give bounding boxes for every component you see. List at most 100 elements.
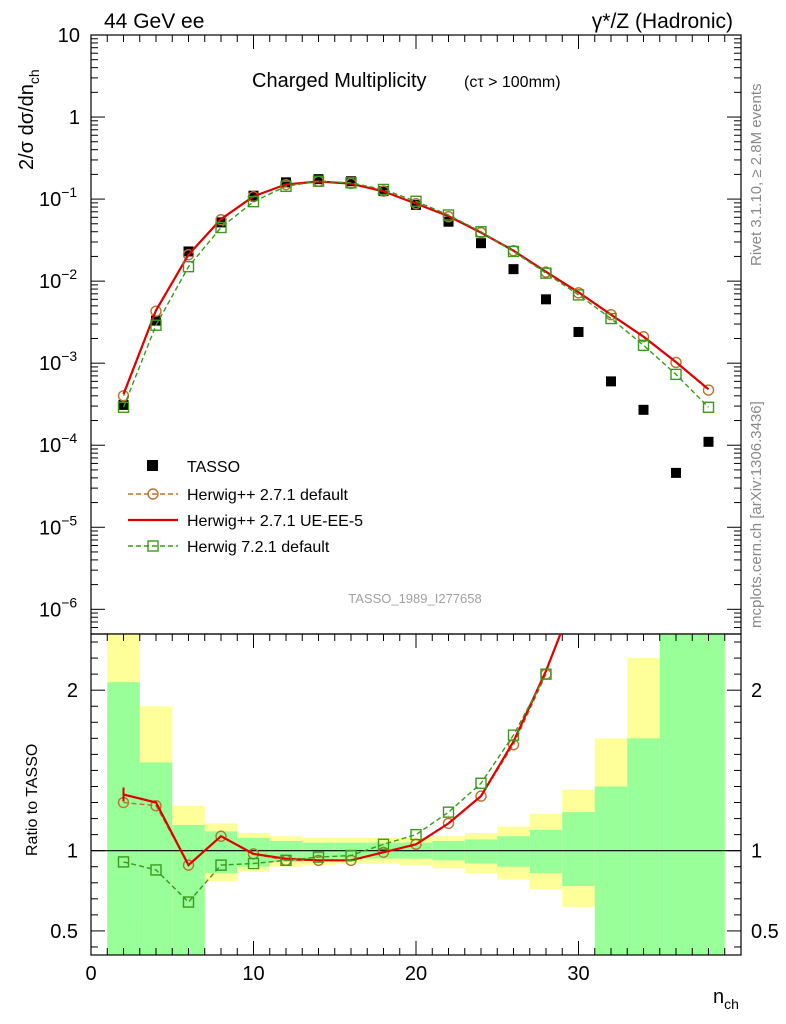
herwig7-default-point bbox=[442, 209, 455, 221]
band-green bbox=[139, 762, 173, 955]
band-green bbox=[562, 812, 595, 886]
herwig7-default-point bbox=[572, 289, 585, 301]
herwigpp-ueee5-line bbox=[122, 180, 710, 395]
legend-label: Herwig++ 2.7.1 UE-EE-5 bbox=[187, 513, 363, 530]
y-axis-label-main: 2/σ dσ/dn bbox=[16, 84, 38, 170]
ratio-herwig7-default-point bbox=[117, 856, 130, 868]
ratio-herwig7-default-point bbox=[507, 729, 520, 741]
ratio-herwig7-default-point bbox=[540, 668, 552, 680]
x-axis-label-sub: ch bbox=[724, 996, 739, 1012]
ratio-y-tick-label-left: 1 bbox=[67, 841, 78, 863]
y-tick-label: 10−4 bbox=[39, 430, 77, 457]
y-tick-base: 10 bbox=[39, 271, 61, 293]
band-green bbox=[594, 786, 628, 955]
legend-entry: TASSO bbox=[147, 459, 240, 476]
y-tick-base: 10 bbox=[39, 517, 61, 539]
y-tick-exp: −6 bbox=[61, 594, 77, 610]
herwigpp-default-point bbox=[215, 214, 227, 226]
ratio-herwigpp-default-point bbox=[182, 859, 195, 871]
y-axis-label: 2/σ dσ/dnch bbox=[16, 69, 42, 170]
y-tick-exp: −2 bbox=[61, 266, 77, 282]
ratio-herwig7-default-point bbox=[312, 851, 325, 863]
herwig7-default-point bbox=[117, 401, 130, 413]
band-green bbox=[107, 682, 140, 955]
rivet-note: Rivet 3.1.10, ≥ 2.8M events bbox=[748, 84, 765, 267]
herwig7-default-point bbox=[605, 312, 617, 325]
herwigpp-default-point bbox=[150, 305, 162, 317]
ratio-herwig7-default-point bbox=[377, 838, 390, 850]
herwig7-default-point bbox=[410, 195, 422, 207]
tasso-point bbox=[541, 294, 551, 305]
herwig7-default-point bbox=[247, 195, 260, 208]
x-tick-label: 30 bbox=[567, 963, 589, 985]
tasso-point bbox=[313, 174, 324, 185]
legend: TASSO Herwig++ 2.7.1 default Herwig++ 2.7.… bbox=[128, 459, 363, 556]
legend-label: Herwig++ 2.7.1 default bbox=[187, 487, 349, 504]
herwig7-default-point bbox=[702, 401, 715, 413]
legend-entry: Herwig 7.2.1 default bbox=[128, 539, 330, 556]
tasso-point bbox=[606, 376, 616, 387]
y-tick-base: 10 bbox=[39, 353, 61, 375]
herwig7-default-point bbox=[670, 368, 682, 381]
mcplots-note: mcplots.cern.ch [arXiv:1306.3436] bbox=[748, 401, 765, 628]
legend-marker-circle bbox=[147, 488, 159, 500]
band-green bbox=[529, 829, 563, 874]
herwig7-default-point bbox=[507, 245, 520, 258]
herwig7-default-point bbox=[150, 319, 162, 331]
herwig7-default-point bbox=[312, 175, 325, 187]
ratio-axis-label: Ratio to TASSO bbox=[24, 744, 41, 856]
y-tick-base: 10 bbox=[39, 435, 61, 457]
header-left: 44 GeV ee bbox=[104, 10, 204, 33]
herwigpp-default-point bbox=[182, 248, 195, 261]
legend-label: Herwig 7.2.1 default bbox=[187, 539, 330, 556]
ratio-series-group bbox=[117, 634, 562, 908]
band-green bbox=[172, 824, 205, 955]
herwigpp-default-point bbox=[702, 384, 715, 396]
chart-title-suffix: (cτ > 100mm) bbox=[464, 74, 561, 91]
reference-label: TASSO_1989_I277658 bbox=[348, 591, 481, 606]
x-tick-label: 0 bbox=[85, 963, 96, 985]
herwigpp-default-point bbox=[637, 331, 650, 343]
tasso-point bbox=[183, 246, 194, 257]
y-tick-label: 10−3 bbox=[39, 348, 77, 375]
y-tick-base: 10 bbox=[39, 599, 61, 621]
ratio-herwigpp-default-point bbox=[442, 817, 455, 830]
band-green bbox=[497, 836, 530, 867]
legend-label: TASSO bbox=[187, 459, 240, 476]
tasso-point bbox=[476, 238, 486, 249]
y-tick-base: 10 bbox=[39, 189, 61, 211]
ratio-herwigpp-default-point bbox=[377, 846, 390, 858]
ratio-panel: 0 10 20 30 0.5 0.5 1 1 2 2 Ratio to TASSO nch bbox=[24, 633, 779, 1012]
y-tick-label: 1 bbox=[69, 107, 80, 129]
herwig7-default-point bbox=[280, 180, 292, 193]
legend-entry: Herwig++ 2.7.1 UE-EE-5 bbox=[128, 513, 363, 530]
herwig7-default-point bbox=[475, 226, 487, 238]
ratio-herwigpp-default-point bbox=[150, 800, 162, 812]
tasso-point bbox=[346, 176, 356, 187]
herwig7-default-point bbox=[540, 267, 552, 279]
ratio-herwig7-default-point bbox=[182, 896, 195, 908]
x-tick-label: 10 bbox=[242, 963, 264, 985]
ratio-herwig7-default-point bbox=[247, 857, 260, 870]
y-tick-label: 10−5 bbox=[39, 512, 77, 539]
ratio-herwig7-default-point bbox=[215, 859, 227, 871]
x-axis-label-main: n bbox=[713, 986, 724, 1008]
ratio-y-tick-label-left: 0.5 bbox=[50, 921, 78, 943]
legend-marker-square bbox=[147, 460, 158, 471]
y-tick-exp: −5 bbox=[61, 512, 77, 528]
chart-title: Charged Multiplicity bbox=[252, 70, 427, 92]
ratio-herwigpp-default-point bbox=[215, 830, 227, 842]
ratio-herwigpp-default-point bbox=[475, 790, 487, 802]
band-green bbox=[464, 839, 498, 864]
y-tick-label: 10 bbox=[58, 25, 80, 47]
x-tick-label: 20 bbox=[405, 963, 427, 985]
y-axis-label-sub: ch bbox=[26, 69, 42, 84]
tasso-point bbox=[703, 436, 714, 447]
y-tick-exp: −1 bbox=[61, 184, 77, 200]
herwig7-default-point bbox=[215, 221, 227, 234]
herwig7-default-point bbox=[345, 177, 357, 189]
ratio-herwig7-default-point bbox=[442, 806, 455, 818]
ratio-y-tick-label-right: 1 bbox=[751, 841, 762, 863]
ratio-y-tick-label-right: 0.5 bbox=[751, 921, 779, 943]
ratio-herwig7-default-point bbox=[280, 854, 292, 867]
